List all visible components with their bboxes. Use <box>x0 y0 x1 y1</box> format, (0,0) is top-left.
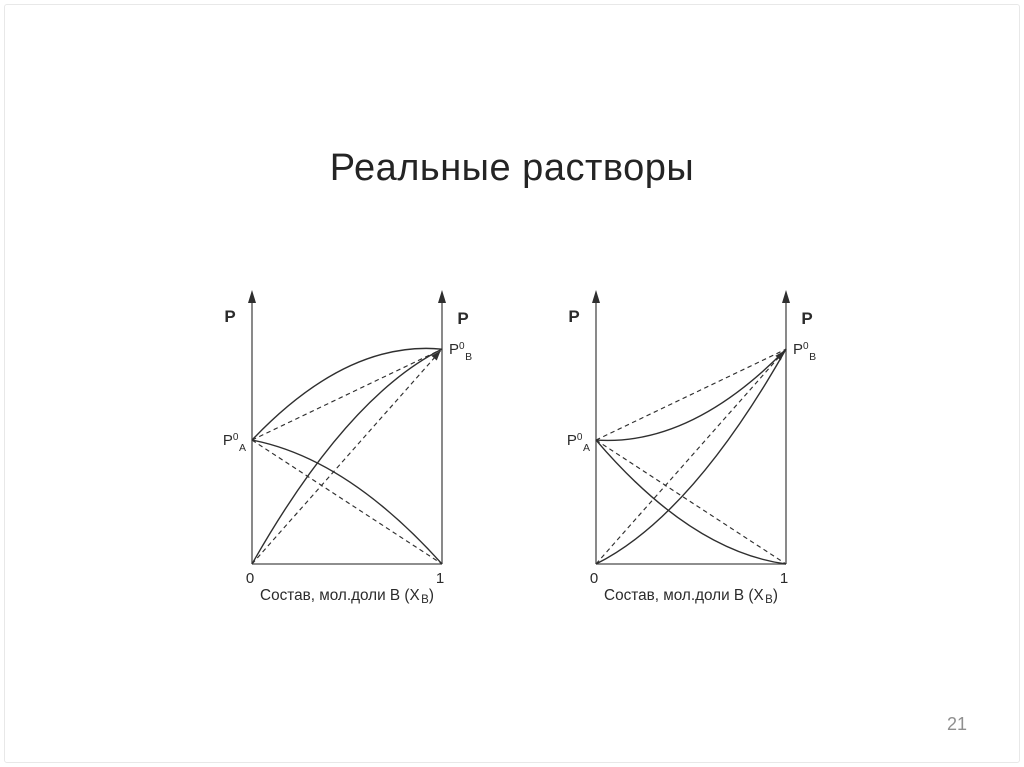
convergence-arrow-icon <box>431 350 441 361</box>
p0-B-label: P0B <box>449 341 472 363</box>
axis-arrow-up-icon <box>438 290 446 303</box>
p0-A-label: P0A <box>567 432 590 454</box>
ideal-partial-pressure-B <box>595 348 787 565</box>
x-axis-label: Состав, мол.доли В (X B) <box>604 587 778 606</box>
ideal-total-pressure <box>251 348 443 441</box>
ideal-total-pressure <box>595 348 787 441</box>
slide-border <box>4 4 1020 763</box>
y-axis-title-right: P <box>457 309 468 328</box>
axis-arrow-up-icon <box>592 290 600 303</box>
p0-A-label: P0A <box>223 432 246 454</box>
x-tick-0: 0 <box>246 570 254 587</box>
x-tick-0: 0 <box>590 570 598 587</box>
axis-arrow-up-icon <box>782 290 790 303</box>
p0-B-label: P0B <box>793 341 816 363</box>
axis-arrow-up-icon <box>248 290 256 303</box>
slide-title: Реальные растворы <box>329 147 695 189</box>
x-axis-label: Состав, мол.доли В (X B) <box>260 587 434 606</box>
real-partial-pressure-A <box>595 439 787 565</box>
x-tick-1: 1 <box>780 570 788 587</box>
real-partial-pressure-B <box>595 348 787 565</box>
y-axis-title-right: P <box>801 309 812 328</box>
y-axis-title-left: P <box>224 307 235 326</box>
real-total-pressure <box>595 348 787 442</box>
ideal-partial-pressure-A <box>251 439 443 565</box>
y-axis-title-left: P <box>568 307 579 326</box>
page-number: 21 <box>946 714 967 734</box>
real-total-pressure <box>251 347 443 441</box>
ideal-partial-pressure-A <box>595 439 787 565</box>
x-tick-1: 1 <box>436 570 444 587</box>
real-partial-pressure-B <box>251 348 443 565</box>
real-partial-pressure-A <box>251 439 443 565</box>
convergence-arrow-icon <box>775 350 785 361</box>
ideal-partial-pressure-B <box>251 348 443 565</box>
